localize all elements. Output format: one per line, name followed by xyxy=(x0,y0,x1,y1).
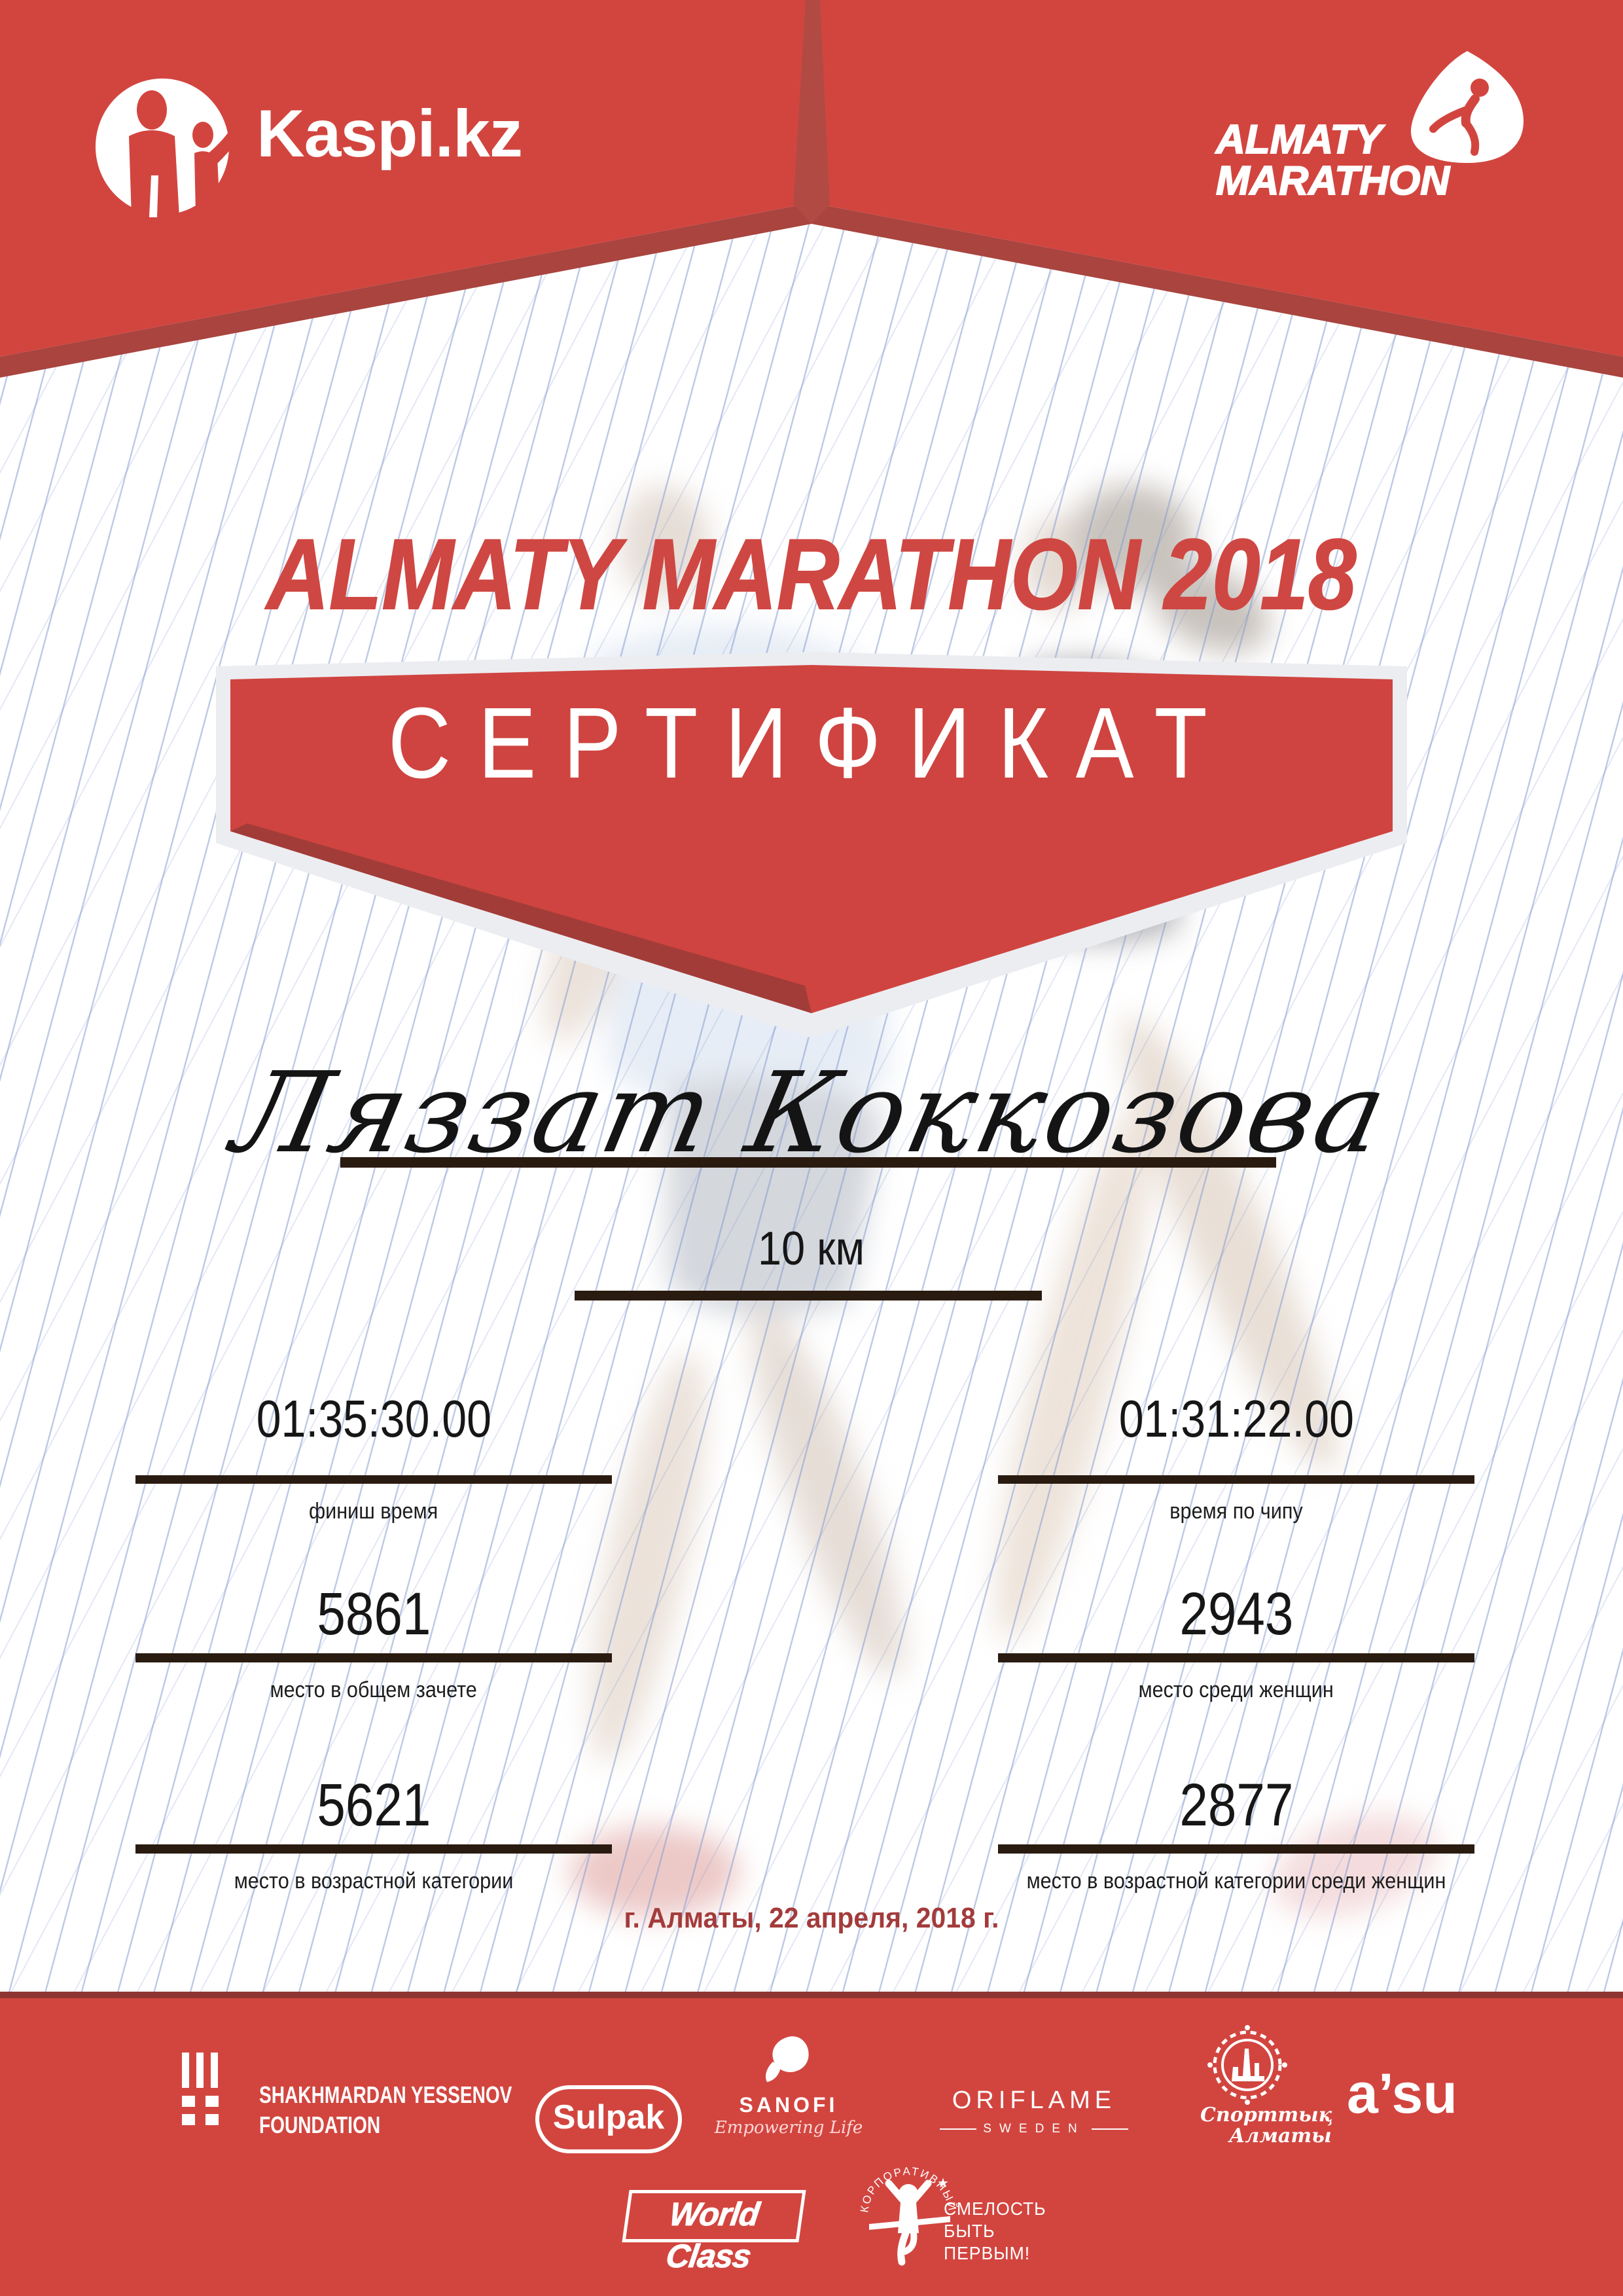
result-women-place: 2943 место среди женщин xyxy=(988,1584,1485,1702)
certificate-label: СЕРТИФИКАТ xyxy=(388,687,1235,800)
result-value: 5621 xyxy=(317,1772,431,1839)
result-label: место среди женщин xyxy=(1138,1677,1334,1702)
result-label: финиш время xyxy=(309,1499,438,1524)
sport-almaty-emblem-icon xyxy=(1207,2025,1287,2105)
result-age-category-place: 5621 место в возрастной категории xyxy=(125,1775,622,1893)
certificate-badge xyxy=(216,652,1407,1038)
sport-almaty-line2: Алматы xyxy=(1229,2125,1332,2147)
yessenov-wordmark-line1: SHAKHMARDAN YESSENOV xyxy=(259,2081,512,2108)
result-underline xyxy=(998,1475,1474,1484)
sport-almaty-line1: Спорттық xyxy=(1200,2104,1332,2126)
fund-slogan-line1: СМЕЛОСТЬ xyxy=(944,2198,1046,2219)
result-value: 2943 xyxy=(1179,1581,1293,1647)
recipient-name: Ляззат Коккозова xyxy=(223,1049,1400,1178)
result-label: место в возрастной категории xyxy=(234,1869,514,1893)
result-age-category-women-place: 2877 место в возрастной категории среди … xyxy=(988,1775,1485,1893)
world-class-logo: World Class xyxy=(622,2190,806,2275)
rule-right xyxy=(1091,2128,1128,2130)
event-date: г. Алматы, 22 апреля, 2018 г. xyxy=(624,1902,999,1934)
kaspi-logo-icon xyxy=(96,79,240,223)
fund-star-icon: ★ xyxy=(937,2175,949,2191)
fund-slogan: СМЕЛОСТЬ БЫТЬ ПЕРВЫМ! xyxy=(944,2198,1052,2265)
result-chip-time: 01:31:22.00 время по чипу xyxy=(988,1393,1485,1524)
result-value: 01:35:30.00 xyxy=(256,1390,491,1448)
almaty-marathon-wordmark-line2: MARATHON xyxy=(1215,158,1450,204)
footer-red-band xyxy=(0,1992,1623,2296)
page-title: ALMATY MARATHON 2018 xyxy=(266,518,1357,630)
rule-left xyxy=(940,2128,977,2130)
result-underline xyxy=(998,1653,1474,1662)
result-underline xyxy=(135,1475,612,1484)
header-ribbon xyxy=(0,0,1623,378)
sanofi-tagline: Empowering Life xyxy=(714,2118,863,2138)
fund-slogan-line2: БЫТЬ xyxy=(944,2221,995,2241)
sanofi-bird-icon xyxy=(766,2036,809,2082)
result-label: место в возрастной категории среди женщи… xyxy=(1026,1869,1446,1893)
fund-slogan-line3: ПЕРВЫМ! xyxy=(944,2243,1031,2263)
almaty-marathon-wordmark-line1: ALMATY xyxy=(1215,117,1383,162)
almaty-marathon-wordmark: ALMATY MARATHON xyxy=(1215,117,1450,204)
result-value: 01:31:22.00 xyxy=(1118,1390,1354,1448)
oriflame-wordmark: ORIFLAME xyxy=(952,2087,1116,2114)
distance-value: 10 км xyxy=(758,1223,865,1275)
sanofi-wordmark: SANOFI xyxy=(739,2093,838,2117)
kaspi-wordmark: Kaspi.kz xyxy=(257,96,523,171)
result-overall-place: 5861 место в общем зачете xyxy=(125,1584,622,1702)
result-underline xyxy=(135,1844,612,1854)
name-underline xyxy=(340,1157,1276,1168)
yessenov-wordmark-line2: FOUNDATION xyxy=(259,2111,381,2138)
result-label: время по чипу xyxy=(1169,1499,1303,1524)
almaty-marathon-logo-icon xyxy=(1410,51,1524,163)
result-value: 5861 xyxy=(317,1581,431,1647)
distance-underline xyxy=(575,1291,1042,1300)
result-label: место в общем зачете xyxy=(270,1677,478,1702)
oriflame-sweden-label: SWEDEN xyxy=(983,2122,1085,2136)
result-underline xyxy=(998,1844,1474,1854)
result-finish-time: 01:35:30.00 финиш время xyxy=(125,1393,622,1524)
oriflame-sweden-row: SWEDEN xyxy=(923,2122,1145,2136)
yessenov-foundation-icon xyxy=(182,2053,219,2125)
sulpak-logo: Sulpak xyxy=(535,2085,682,2153)
result-underline xyxy=(135,1653,612,1662)
asu-wordmark: a’su xyxy=(1347,2062,1457,2125)
result-value: 2877 xyxy=(1179,1772,1293,1839)
